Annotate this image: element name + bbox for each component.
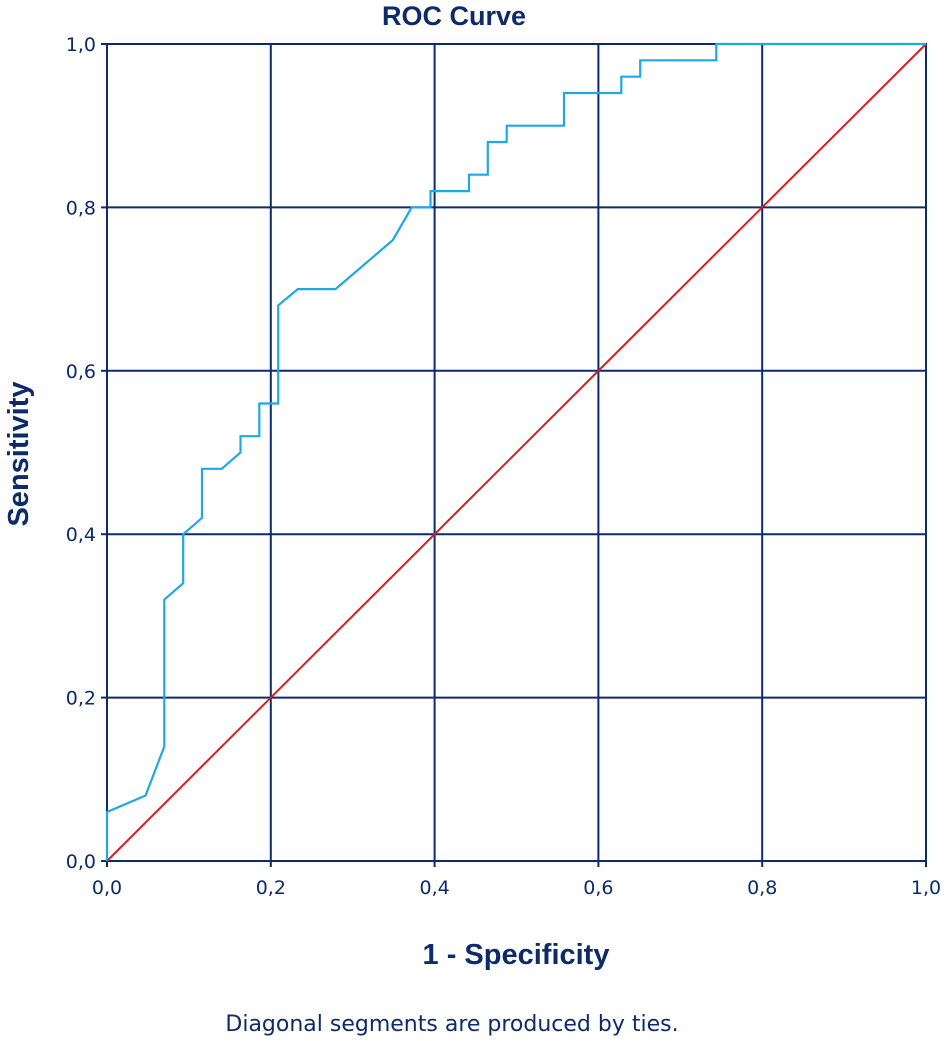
x-tick-label: 1,0 [911, 877, 941, 899]
grid [101, 43, 927, 867]
y-tick-label: 1,0 [66, 34, 96, 56]
x-tick-label: 0,8 [747, 877, 777, 899]
x-tick-labels: 0,0 0,2 0,4 0,6 0,8 1,0 [92, 877, 941, 899]
y-tick-label: 0,2 [66, 688, 96, 710]
x-tick-label: 0,0 [92, 877, 122, 899]
y-tick-label: 0,4 [66, 524, 96, 546]
chart-title: ROC Curve [382, 1, 526, 31]
y-axis-label: Sensitivity [3, 381, 35, 526]
footnote: Diagonal segments are produced by ties. [225, 1012, 678, 1037]
plot-frame [106, 43, 927, 862]
y-tick-label: 0,8 [66, 197, 96, 219]
x-tick-label: 0,4 [419, 877, 449, 899]
roc-curve-line [105, 42, 926, 861]
x-tick-label: 0,2 [256, 877, 286, 899]
x-axis-label: 1 - Specificity [423, 939, 610, 971]
y-tick-labels: 0,0 0,2 0,4 0,6 0,8 1,0 [66, 34, 96, 873]
y-tick-label: 0,0 [66, 851, 96, 873]
y-tick-label: 0,6 [66, 361, 96, 383]
reference-diagonal-line [106, 43, 927, 862]
x-tick-label: 0,6 [583, 877, 613, 899]
